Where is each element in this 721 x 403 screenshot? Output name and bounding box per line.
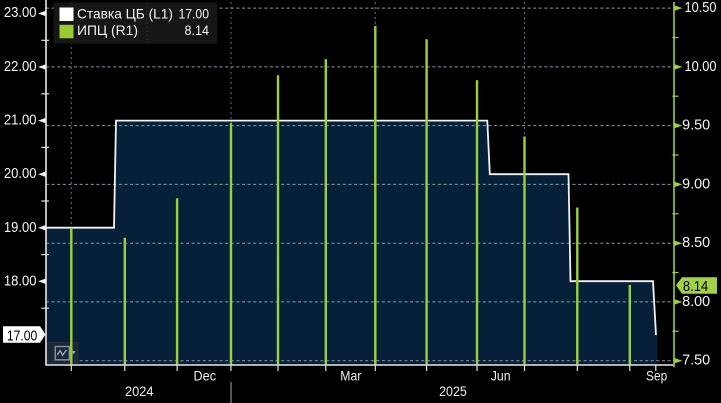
svg-text:Ставка ЦБ (L1): Ставка ЦБ (L1) <box>77 6 173 22</box>
svg-text:10.50: 10.50 <box>685 0 717 16</box>
svg-text:8.14: 8.14 <box>185 22 210 38</box>
svg-text:19.00: 19.00 <box>4 220 37 236</box>
svg-text:23.00: 23.00 <box>4 5 37 21</box>
svg-text:22.00: 22.00 <box>4 59 37 75</box>
svg-text:7.50: 7.50 <box>682 353 710 369</box>
svg-text:9.00: 9.00 <box>682 176 710 192</box>
svg-text:Mar: Mar <box>340 368 361 383</box>
svg-text:Dec: Dec <box>194 368 217 383</box>
svg-text:8.50: 8.50 <box>682 235 710 251</box>
svg-text:17.00: 17.00 <box>7 328 37 344</box>
svg-text:8.14: 8.14 <box>683 279 708 295</box>
svg-text:10.00: 10.00 <box>685 59 717 75</box>
svg-text:21.00: 21.00 <box>4 113 37 129</box>
svg-text:9.50: 9.50 <box>682 118 710 134</box>
svg-text:ИПЦ (R1): ИПЦ (R1) <box>77 22 138 38</box>
svg-text:Sep: Sep <box>646 368 667 383</box>
svg-text:2024: 2024 <box>125 384 154 399</box>
svg-text:2025: 2025 <box>439 384 467 399</box>
svg-text:18.00: 18.00 <box>4 273 37 289</box>
svg-text:Jun: Jun <box>491 368 511 383</box>
svg-text:17.00: 17.00 <box>179 6 210 22</box>
svg-text:8.00: 8.00 <box>682 294 710 310</box>
svg-text:20.00: 20.00 <box>4 166 37 182</box>
